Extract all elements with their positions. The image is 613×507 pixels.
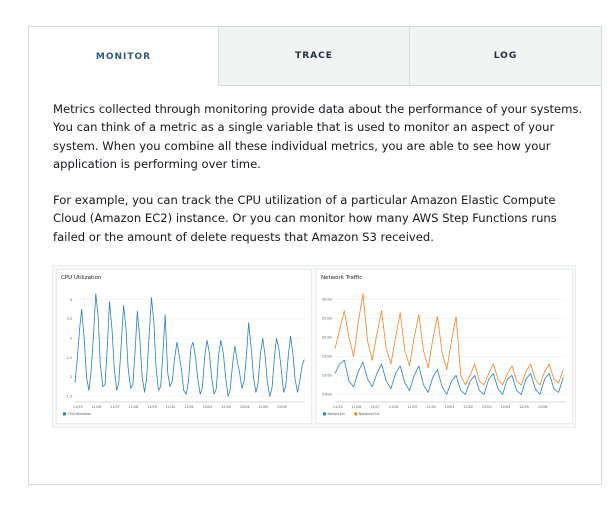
monitoring-card: MONITOR TRACE LOG Metrics collected thro… (28, 26, 602, 485)
y-tick-label: 2 (70, 375, 72, 379)
x-tick-label: 12/04 (501, 405, 511, 409)
x-tick-label: 11/25 (73, 405, 83, 409)
x-tick-label: 12/06 (277, 405, 287, 409)
series-line-cpuutilization (74, 293, 305, 397)
y-tick-label: 5.00G (322, 393, 333, 397)
x-tick-label: 12/02 (203, 405, 213, 409)
monitoring-example: For example, you can track the CPU utili… (53, 193, 557, 244)
x-tick-label: 12/02 (463, 405, 473, 409)
x-tick-label: 12/05 (258, 405, 268, 409)
x-tick-label: 11/30 (166, 405, 176, 409)
cpu-utilization-chart: CPU Utilization 4 3.5 3 2.5 2 1.5 11/25 11/26 11/… (61, 275, 305, 416)
x-tick-label: 12/05 (519, 405, 529, 409)
x-tick-label: 12/01 (184, 405, 194, 409)
y-tick-label: 20.0G (322, 336, 333, 340)
x-tick-label: 11/27 (370, 405, 380, 409)
y-tick-label: 10.0G (322, 374, 333, 378)
network-traffic-chart: Network Traffic 30.0G 25.0G 20.0G 15.0G 10.0G… (321, 275, 566, 416)
legend-swatch-networkout (354, 412, 358, 416)
cpu-chart-panel: CPU Utilization 4 3.5 3 2.5 2 1.5 11/25 11/26 11/… (56, 269, 312, 424)
network-chart-panel: Network Traffic 30.0G 25.0G 20.0G 15.0G 10.0G… (316, 269, 573, 424)
y-tick-label: 3.5 (67, 317, 72, 321)
tab-log[interactable]: LOG (410, 27, 601, 86)
x-tick-label: 11/28 (129, 405, 139, 409)
metrics-charts: CPU Utilization 4 3.5 3 2.5 2 1.5 11/25 11/26 11/… (52, 265, 576, 428)
x-tick-label: 12/03 (482, 405, 492, 409)
legend-label-networkin: NetworkIn (328, 412, 345, 416)
tab-bar: MONITOR TRACE LOG (29, 27, 601, 86)
series-line-networkin (334, 359, 564, 395)
x-tick-label: 11/29 (407, 405, 417, 409)
x-tick-label: 12/04 (240, 405, 250, 409)
x-tick-label: 11/29 (147, 405, 157, 409)
legend-swatch-cpuutilization (63, 412, 66, 416)
y-tick-label: 2.5 (67, 356, 72, 360)
x-tick-label: 11/25 (333, 405, 343, 409)
legend-label-cpuutilization: CPUUtilization (68, 412, 92, 416)
series-line-networkout (334, 293, 564, 386)
x-tick-label: 11/30 (426, 405, 436, 409)
y-tick-label: 3 (70, 336, 72, 340)
y-tick-label: 25.0G (322, 317, 333, 321)
tab-trace[interactable]: TRACE (219, 27, 410, 86)
x-tick-label: 12/06 (538, 405, 548, 409)
legend-swatch-networkin (323, 412, 326, 416)
x-tick-label: 12/01 (445, 405, 455, 409)
chart-title: CPU Utilization (61, 275, 102, 281)
y-tick-label: 1.5 (67, 394, 72, 398)
y-tick-label: 30.0G (322, 298, 333, 302)
x-tick-label: 11/28 (389, 405, 399, 409)
chart-title: Network Traffic (321, 275, 362, 281)
legend-label-networkout: NetworkOut (359, 412, 380, 416)
x-tick-label: 11/26 (91, 405, 101, 409)
y-tick-label: 4 (70, 298, 72, 302)
y-tick-label: 15.0G (322, 355, 333, 359)
x-tick-label: 12/03 (221, 405, 231, 409)
monitoring-description: Metrics collected through monitoring pro… (53, 102, 583, 172)
tab-monitor[interactable]: MONITOR (29, 27, 219, 86)
x-tick-label: 11/27 (110, 405, 120, 409)
x-tick-label: 11/26 (352, 405, 362, 409)
